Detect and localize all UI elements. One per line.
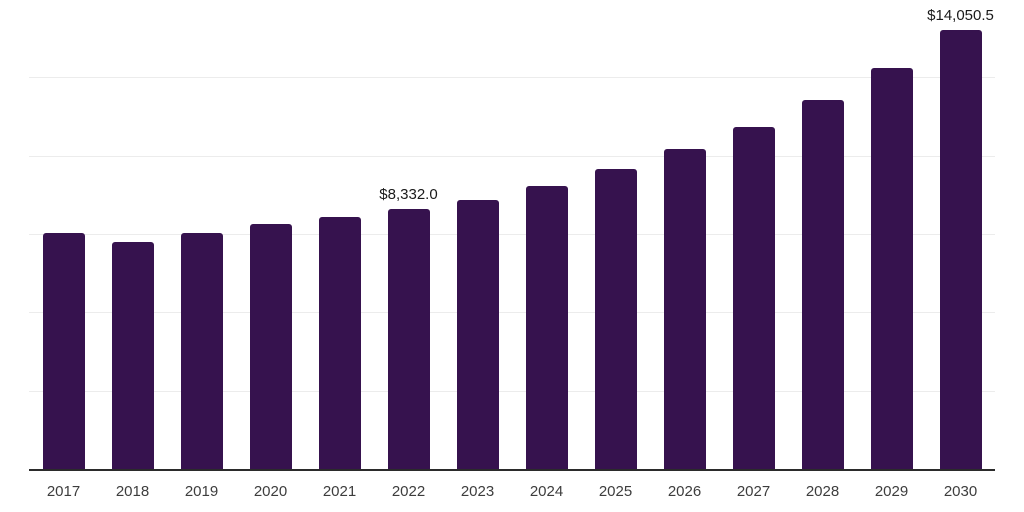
gridline-10000: [29, 155, 995, 157]
bar-2023: [456, 199, 499, 470]
data-label-2022: $8,332.0: [379, 185, 438, 203]
x-tick-2018: 2018: [115, 483, 150, 500]
bar-2020: [249, 224, 292, 470]
bar-slot-2027: [719, 0, 788, 470]
bar-slot-2018: [98, 0, 167, 470]
x-axis-labels: 2017 2018 2019 2020 2021 2022 2023 2024 2025 2026…: [29, 470, 995, 504]
bar-2027: [732, 126, 775, 470]
bar-2026: [663, 149, 706, 470]
bar-2022: [387, 208, 430, 470]
bar-slot-2020: [236, 0, 305, 470]
x-tick-2024: 2024: [529, 483, 564, 500]
bar-2028: [801, 99, 844, 470]
x-tick-2025: 2025: [598, 483, 633, 500]
x-tick-2023: 2023: [460, 483, 495, 500]
bar-slot-2023: [443, 0, 512, 470]
bar-slot-2025: [581, 0, 650, 470]
gridline-5000: [29, 312, 995, 314]
gridline-2500: [29, 390, 995, 392]
bar-2017: [42, 233, 85, 470]
plot-area: $8,332.0 $14,050.5: [29, 0, 995, 471]
bar-2018: [111, 241, 154, 470]
bar-slot-2029: [857, 0, 926, 470]
data-label-2030: $14,050.5: [927, 6, 994, 24]
x-tick-2019: 2019: [184, 483, 219, 500]
x-tick-2022: 2022: [391, 483, 426, 500]
bar-slot-2017: [29, 0, 98, 470]
bar-2024: [525, 186, 568, 470]
gridline-7500: [29, 234, 995, 235]
bar-slot-2028: [788, 0, 857, 470]
x-tick-2020: 2020: [253, 483, 288, 500]
x-tick-2029: 2029: [874, 483, 909, 500]
bar-2025: [594, 168, 637, 470]
x-tick-2028: 2028: [805, 483, 840, 500]
bar-slot-2026: [650, 0, 719, 470]
x-tick-2017: 2017: [46, 483, 81, 500]
x-axis-line: [29, 469, 995, 471]
bar-slot-2022: $8,332.0: [374, 0, 443, 470]
bar-slot-2030: $14,050.5: [926, 0, 995, 470]
bar-2030: [939, 29, 982, 470]
bar-slot-2019: [167, 0, 236, 470]
x-tick-2030: 2030: [943, 483, 978, 500]
bar-slot-2021: [305, 0, 374, 470]
bar-2029: [870, 68, 913, 470]
bar-2019: [180, 233, 223, 470]
x-tick-2027: 2027: [736, 483, 771, 500]
gridline-12500: [29, 77, 995, 79]
bar-2021: [318, 216, 361, 470]
bars-group: $8,332.0 $14,050.5: [29, 0, 995, 470]
bar-slot-2024: [512, 0, 581, 470]
x-tick-2026: 2026: [667, 483, 702, 500]
x-tick-2021: 2021: [322, 483, 357, 500]
